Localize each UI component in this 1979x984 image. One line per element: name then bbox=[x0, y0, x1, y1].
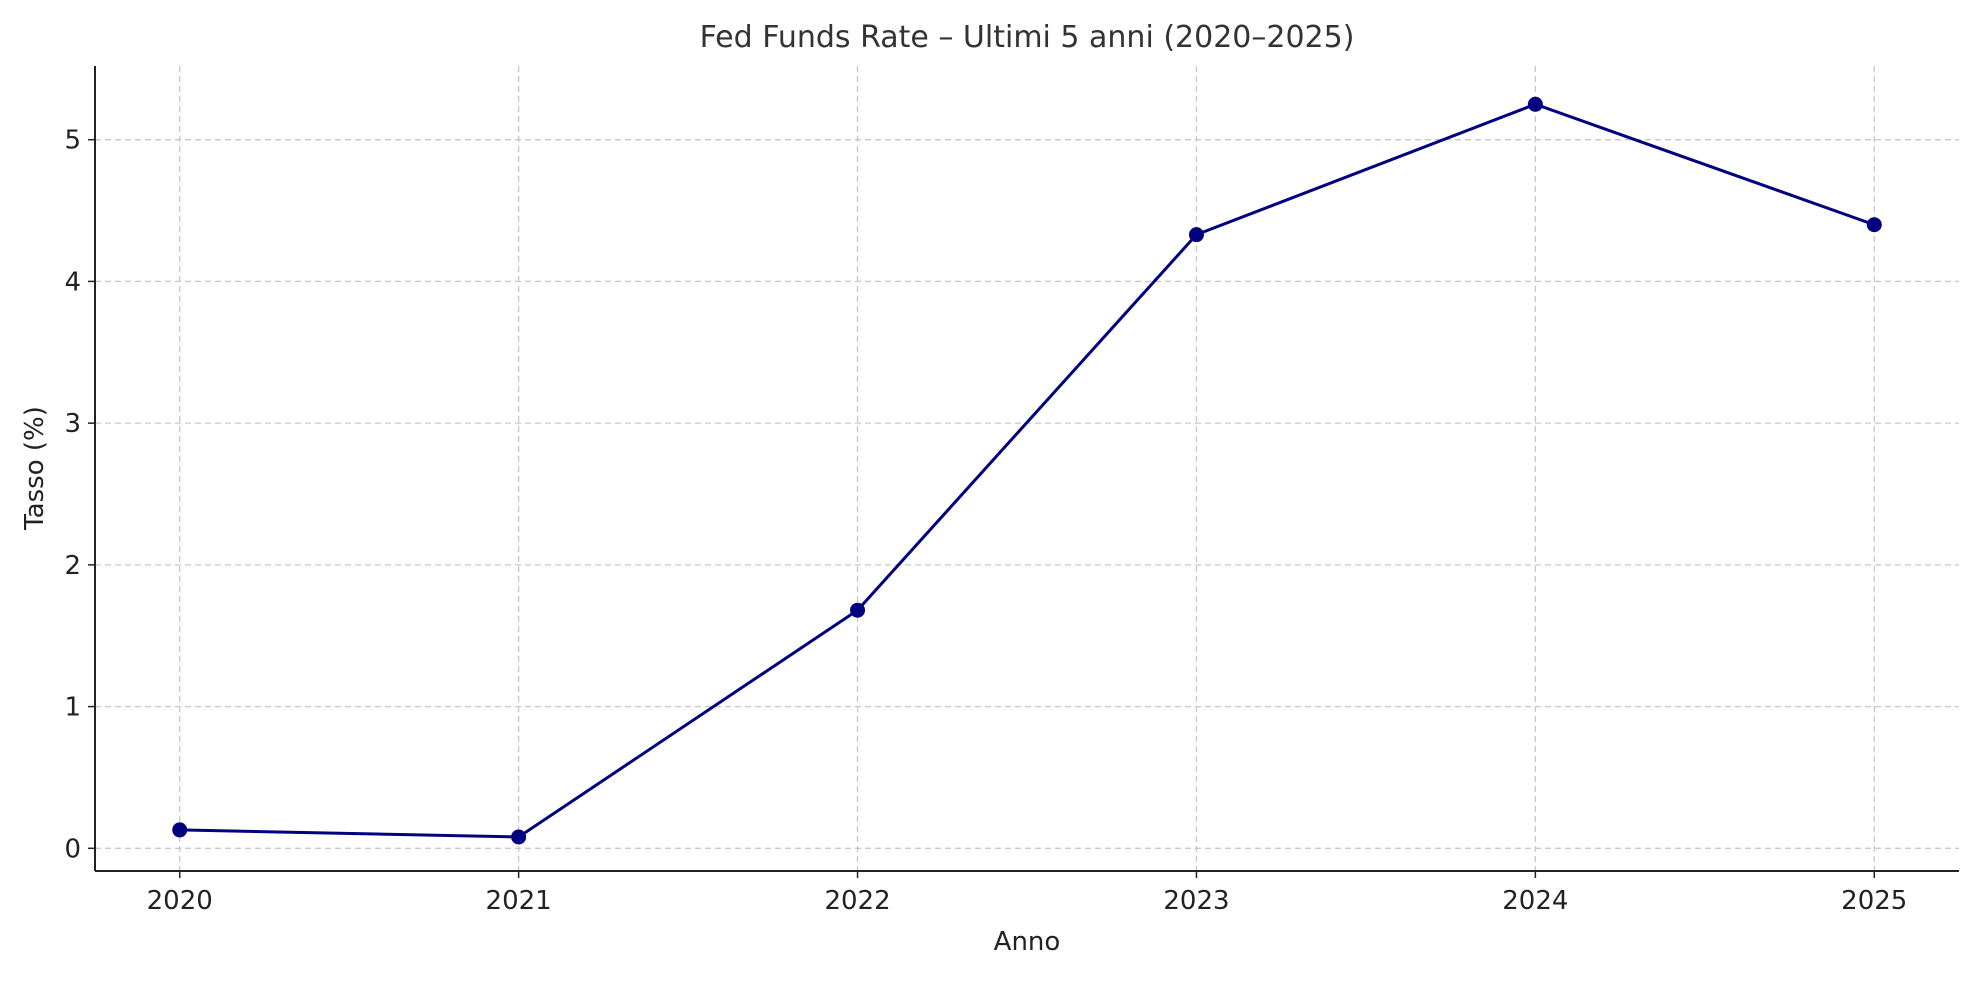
data-point bbox=[511, 829, 527, 845]
x-tick-label: 2021 bbox=[486, 886, 552, 916]
y-tick-label: 3 bbox=[64, 409, 81, 439]
axes bbox=[94, 66, 1959, 872]
series bbox=[172, 96, 1882, 845]
data-point bbox=[850, 602, 866, 618]
y-axis-label: Tasso (%) bbox=[20, 406, 50, 531]
x-tick-label: 2020 bbox=[147, 886, 213, 916]
y-tick-label: 2 bbox=[64, 551, 81, 581]
y-tick-label: 4 bbox=[64, 267, 81, 297]
y-tick-label: 5 bbox=[64, 126, 81, 156]
data-point bbox=[1188, 227, 1204, 243]
y-tick-label: 0 bbox=[64, 834, 81, 864]
ticks: 2020 2021 2022 2023 2024 2025 0 1 2 3 4 5 bbox=[64, 126, 1907, 916]
x-tick-label: 2025 bbox=[1841, 886, 1907, 916]
x-axis-label: Anno bbox=[994, 927, 1061, 957]
grid bbox=[95, 66, 1959, 871]
chart-title: Fed Funds Rate – Ultimi 5 anni (2020–202… bbox=[700, 20, 1355, 55]
x-tick-label: 2024 bbox=[1502, 886, 1568, 916]
data-point bbox=[172, 822, 188, 838]
x-tick-label: 2023 bbox=[1163, 886, 1229, 916]
series-line bbox=[179, 102, 1875, 839]
x-tick-label: 2022 bbox=[824, 886, 890, 916]
y-tick-label: 1 bbox=[64, 693, 81, 723]
data-point bbox=[1527, 96, 1543, 112]
data-point bbox=[1866, 217, 1882, 233]
